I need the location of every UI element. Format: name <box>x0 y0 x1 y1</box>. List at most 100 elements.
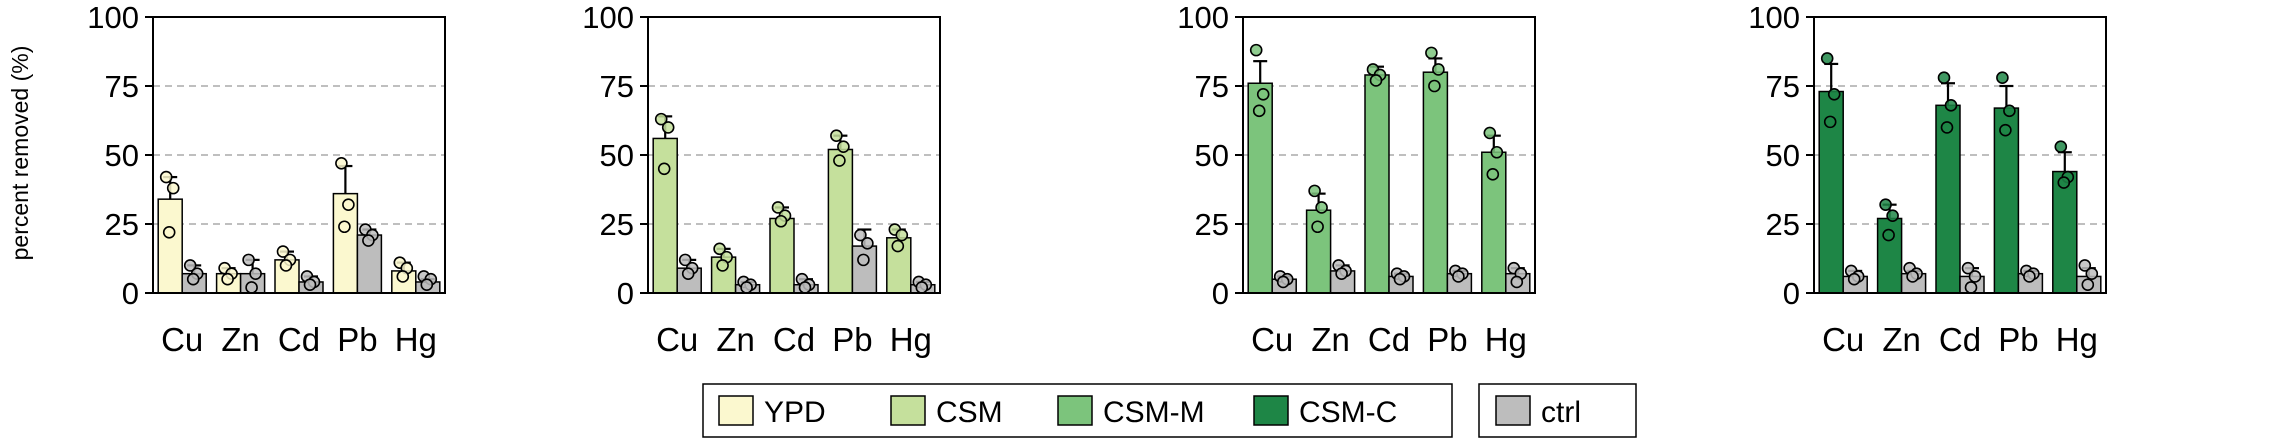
data-point <box>854 228 867 242</box>
panel-csm-m: Cu Zn Cd Pb Hg 0 25 50 75 100 <box>1177 0 1536 358</box>
data-point <box>1311 220 1324 234</box>
data-point <box>166 181 180 195</box>
y-tick-label: 25 <box>105 207 139 242</box>
data-point <box>1425 46 1438 60</box>
data-point <box>338 220 351 234</box>
data-point <box>1315 201 1328 214</box>
x-tick-label: Pb <box>337 321 377 358</box>
y-tick-label: 100 <box>1177 0 1229 35</box>
data-point <box>657 162 671 176</box>
x-tick-label: Pb <box>1998 321 2038 358</box>
y-tick-label: 50 <box>600 138 634 173</box>
data-point <box>1486 168 1500 181</box>
legend-treatments: YPD CSM CSM-M CSM-C <box>702 383 1453 438</box>
legend: YPD CSM CSM-M CSM-C ctrl <box>702 383 1637 438</box>
data-point <box>861 237 874 250</box>
data-point <box>221 272 234 286</box>
data-point <box>771 201 785 214</box>
data-point <box>245 281 258 294</box>
data-point <box>1999 123 2012 137</box>
data-point <box>915 281 929 294</box>
data-point <box>678 253 692 267</box>
x-tick-label: Cd <box>278 321 320 358</box>
bar-treatment-pb <box>1993 107 2020 294</box>
data-point <box>833 154 846 167</box>
data-point <box>362 234 375 247</box>
y-tick-label: 75 <box>105 69 139 104</box>
data-point <box>1490 145 1504 159</box>
legend-label: CSM-M <box>1103 396 1205 429</box>
legend-label: ctrl <box>1541 396 1581 429</box>
data-point <box>335 156 348 170</box>
data-point <box>1308 184 1321 198</box>
data-point <box>1249 43 1263 57</box>
legend-swatch <box>890 395 926 426</box>
y-tick-label: 100 <box>1748 0 1800 35</box>
data-point <box>2054 140 2068 154</box>
legend-swatch <box>1495 395 1531 426</box>
panel-csm: Cu Zn Cd Pb Hg 0 25 50 75 100 <box>582 0 941 358</box>
data-point <box>713 242 726 256</box>
legend-label: CSM-C <box>1299 396 1397 429</box>
x-tick-label: Pb <box>832 321 872 358</box>
data-point <box>342 198 355 211</box>
y-tick-label: 75 <box>600 69 634 104</box>
chart-panels: Cu Zn Cd Pb Hg 0 25 50 75 100 Cu Zn Cd Pb Hg 0 25 50 75 100… <box>87 0 2107 358</box>
data-point <box>159 170 173 184</box>
x-tick-label: Zn <box>221 321 260 358</box>
legend-swatch <box>1057 395 1093 426</box>
x-tick-label: Cd <box>1368 321 1410 358</box>
y-axis-label: percent removed (%) <box>7 46 33 261</box>
data-point <box>2078 259 2092 272</box>
x-tick-label: Pb <box>1427 321 1467 358</box>
data-point <box>1937 71 1951 85</box>
x-tick-label: Cd <box>773 321 815 358</box>
data-point <box>1335 267 1348 280</box>
y-tick-label: 50 <box>105 138 139 173</box>
y-tick-label: 75 <box>1195 69 1229 104</box>
data-point <box>279 259 293 272</box>
data-point <box>1276 275 1290 289</box>
y-tick-label: 25 <box>1766 207 1800 242</box>
data-point <box>837 140 850 154</box>
data-point <box>186 272 200 286</box>
data-point <box>396 270 410 283</box>
data-point <box>1369 74 1383 87</box>
legend-label: YPD <box>764 396 826 429</box>
y-tick-label: 25 <box>600 207 634 242</box>
data-point <box>276 245 290 258</box>
legend-swatch <box>718 395 754 426</box>
bar-treatment-cd <box>1364 74 1390 294</box>
legend-control: ctrl <box>1478 383 1637 438</box>
panel-ypd: Cu Zn Cd Pb Hg 0 25 50 75 100 <box>87 0 446 358</box>
data-point <box>1393 272 1407 286</box>
bar-treatment-hg <box>2052 170 2078 294</box>
data-point <box>1886 209 1899 223</box>
data-point <box>1906 270 1919 283</box>
data-point <box>891 239 905 253</box>
data-point <box>1827 87 1841 101</box>
data-point <box>2081 278 2095 292</box>
data-point <box>681 267 695 280</box>
data-point <box>1452 270 1465 283</box>
data-point <box>1996 71 2009 85</box>
y-tick-label: 0 <box>122 276 139 311</box>
data-point <box>654 112 668 126</box>
data-point <box>1823 115 1837 129</box>
data-point <box>716 259 729 272</box>
x-tick-label: Cu <box>161 321 203 358</box>
data-point <box>1820 52 1834 65</box>
data-point <box>303 278 317 292</box>
panel-csm-c: Cu Zn Cd Pb Hg 0 25 50 75 100 <box>1748 0 2107 358</box>
y-tick-label: 100 <box>582 0 634 35</box>
y-tick-label: 75 <box>1766 69 1800 104</box>
data-point <box>1944 99 1958 112</box>
data-point <box>1252 104 1266 118</box>
x-tick-label: Cu <box>1822 321 1864 358</box>
data-point <box>857 253 870 267</box>
data-point <box>1879 198 1892 211</box>
x-tick-label: Zn <box>1311 321 1350 358</box>
y-tick-label: 0 <box>1783 276 1800 311</box>
data-point <box>162 225 176 239</box>
data-point <box>740 281 753 294</box>
